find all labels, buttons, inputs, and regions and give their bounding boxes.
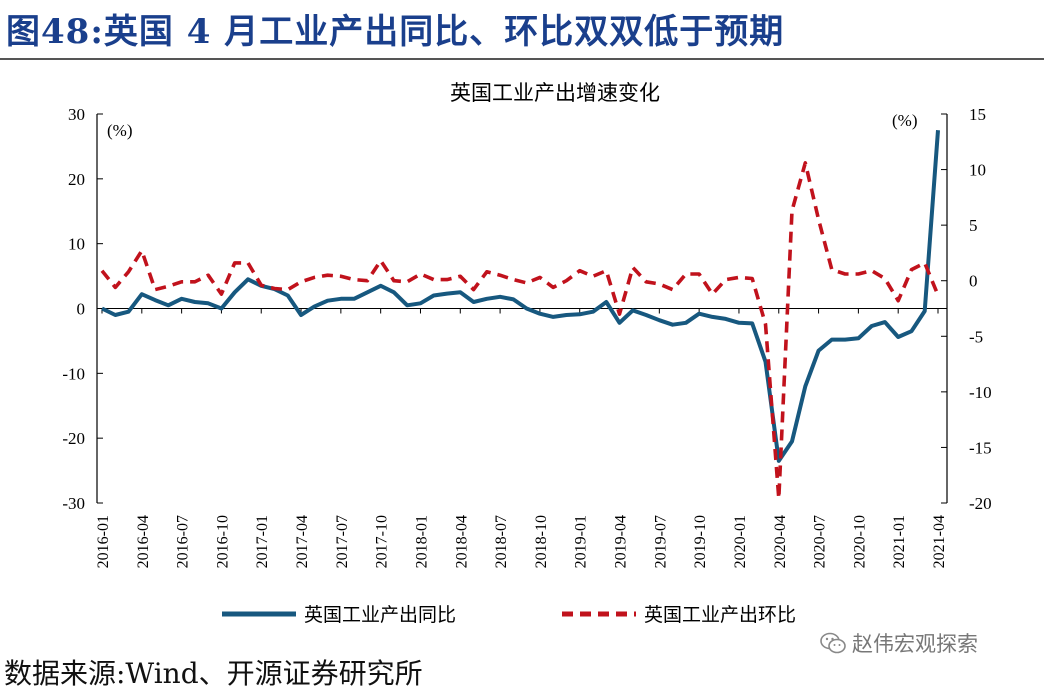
x-tick-label: 2019-01	[573, 515, 590, 568]
x-tick-label: 2019-07	[652, 515, 669, 568]
x-tick-label: 2020-07	[812, 515, 829, 568]
right-tick-label: -5	[969, 327, 983, 346]
x-tick-label: 2017-07	[334, 515, 351, 568]
x-tick-label: 2019-10	[692, 515, 709, 568]
x-tick-label: 2021-04	[931, 515, 948, 568]
x-tick-label: 2019-04	[613, 515, 630, 568]
right-y-axis: 15 10 5 0 -5 -10 -15 -20	[941, 105, 992, 513]
watermark-text: 赵伟宏观探索	[852, 632, 978, 656]
left-y-axis: 30 20 10 0 -10 -20 -30	[62, 105, 103, 513]
x-tick-label: 2016-04	[135, 515, 152, 568]
right-tick-label: -15	[969, 438, 992, 457]
chart-title: 英国工业产出增速变化	[450, 81, 660, 105]
left-tick-label: -30	[62, 494, 85, 513]
x-tick-label: 2020-04	[772, 515, 789, 568]
right-tick-label: 5	[969, 216, 978, 235]
left-tick-label: -20	[62, 429, 85, 448]
x-tick-label: 2018-01	[413, 515, 430, 568]
left-unit-label: (%)	[107, 121, 132, 140]
x-tick-label: 2017-04	[294, 515, 311, 568]
x-tick-label: 2016-07	[175, 515, 192, 568]
yoy-series-line	[101, 130, 940, 463]
mom-series-line	[100, 161, 940, 501]
series-lines	[100, 130, 940, 501]
left-tick-label: 10	[68, 235, 85, 254]
x-tick-label: 2016-10	[214, 515, 231, 568]
right-tick-label: -20	[969, 494, 992, 513]
x-tick-label: 2018-04	[453, 515, 470, 568]
chart-legend: 英国工业产出同比 英国工业产出环比	[222, 604, 796, 626]
x-tick-label: 2018-10	[533, 515, 550, 568]
x-tick-label: 2018-07	[493, 515, 510, 568]
left-tick-label: 30	[68, 105, 85, 124]
legend-label-yoy: 英国工业产出同比	[304, 604, 456, 626]
wechat-icon	[820, 632, 846, 654]
x-tick-label: 2017-10	[374, 515, 391, 568]
right-unit-label: (%)	[892, 111, 917, 130]
left-tick-label: -10	[62, 364, 85, 383]
right-tick-label: 0	[969, 272, 978, 291]
left-tick-label: 20	[68, 170, 85, 189]
data-source-note: 数据来源:Wind、开源证券研究所	[4, 657, 423, 690]
right-tick-label: 15	[969, 105, 986, 124]
x-tick-label: 2020-01	[732, 515, 749, 568]
figure-title: 图48:英国 4 月工业产出同比、环比双双低于预期	[6, 12, 785, 52]
x-tick-label: 2016-01	[95, 515, 112, 568]
x-tick-label: 2020-10	[851, 515, 868, 568]
left-tick-label: 0	[77, 300, 86, 319]
title-divider	[0, 58, 1044, 60]
legend-label-mom: 英国工业产出环比	[644, 604, 796, 626]
watermark: 赵伟宏观探索	[820, 628, 978, 658]
x-tick-label: 2017-01	[254, 515, 271, 568]
right-tick-label: -10	[969, 383, 992, 402]
right-tick-label: 10	[969, 161, 986, 180]
x-axis: 2016-01 2016-04 2016-07 2016-10 2017-01 2017-…	[95, 308, 948, 568]
x-tick-label: 2021-01	[891, 515, 908, 568]
industrial-output-chart: 英国工业产出增速变化 (%) (%) 30 20 10 0 -10 -20 -30 15 10…	[62, 81, 992, 626]
